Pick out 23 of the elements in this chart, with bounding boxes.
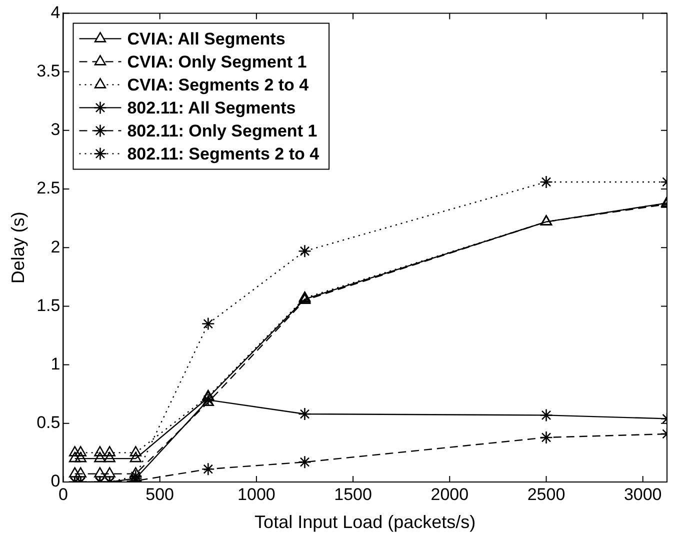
x-tick-label: 2500	[527, 484, 566, 504]
x-tick-label: 500	[146, 484, 174, 504]
y-tick-label: 2	[50, 237, 60, 256]
x-axis-title: Total Input Load (packets/s)	[254, 512, 476, 532]
legend-label: 802.11: Segments 2 to 4	[127, 144, 320, 164]
x-tick-label: 1000	[238, 484, 276, 504]
legend-label: CVIA: All Segments	[127, 29, 286, 48]
legend-label: 802.11: All Segments	[127, 98, 296, 118]
y-tick-label: 4	[50, 2, 60, 22]
x-tick-label: 2000	[430, 484, 469, 504]
legend-label: 802.11: Only Segment 1	[127, 121, 318, 140]
y-tick-label: 0	[50, 472, 60, 491]
legend-label: CVIA: Only Segment 1	[127, 52, 307, 72]
y-tick-label: 1.5	[36, 296, 60, 315]
y-tick-label: 2.5	[36, 178, 60, 198]
y-tick-label: 0.5	[36, 413, 60, 432]
y-tick-label: 1	[50, 354, 60, 374]
y-axis-title: Delay (s)	[8, 212, 28, 284]
x-tick-label: 3000	[624, 484, 662, 504]
x-tick-label: 1500	[334, 484, 372, 504]
y-tick-label: 3.5	[36, 61, 60, 80]
y-tick-label: 3	[50, 120, 60, 140]
legend-label: CVIA: Segments 2 to 4	[127, 75, 310, 94]
